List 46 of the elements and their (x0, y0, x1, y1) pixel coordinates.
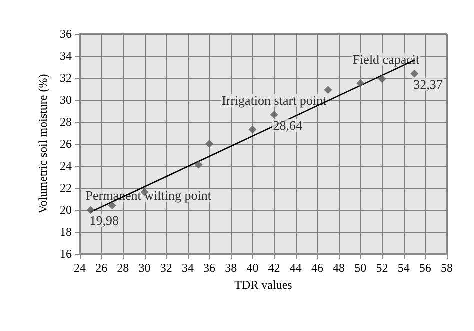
y-tick-label: 24 (60, 159, 72, 173)
x-tick-label: 50 (354, 261, 367, 275)
point (86, 206, 95, 214)
annotation: Field capacit (352, 52, 420, 67)
x-tick-label: 28 (117, 261, 130, 275)
y-tick-label: 22 (60, 181, 72, 195)
x-tick-label: 52 (376, 261, 388, 275)
x-tick-label: 40 (246, 261, 259, 275)
y-tick-label: 16 (60, 247, 72, 261)
point (324, 86, 332, 94)
y-tick-label: 34 (60, 49, 72, 63)
y-tick-label: 32 (60, 71, 72, 85)
x-tick-label: 48 (333, 261, 346, 275)
x-tick-label: 42 (268, 261, 280, 275)
point (194, 160, 203, 169)
y-tick-label: 36 (60, 27, 72, 41)
data-label: 32,37 (414, 76, 444, 92)
x-tick-label: 58 (441, 261, 453, 275)
x-tick-label: 54 (398, 261, 410, 275)
point (248, 126, 257, 134)
data-label: 28,64 (273, 118, 304, 133)
point (378, 75, 386, 84)
x-axis-title: TDR values (234, 278, 293, 292)
annotation: Irrigation start point (222, 92, 328, 108)
y-tick-label: 26 (60, 137, 72, 151)
point (356, 80, 365, 88)
x-tick-label: 46 (311, 261, 324, 275)
data-label: 19,98 (90, 213, 120, 228)
point (206, 140, 214, 148)
x-tick-label: 30 (138, 261, 151, 275)
y-tick-label: 30 (60, 93, 72, 107)
x-tick-label: 24 (74, 261, 86, 275)
x-tick-label: 32 (160, 261, 172, 275)
x-tick-label: 38 (225, 261, 238, 275)
x-tick-label: 36 (204, 261, 216, 275)
x-tick-label: 26 (96, 261, 108, 275)
x-tick-label: 56 (419, 261, 432, 275)
point (270, 110, 278, 119)
y-tick-label: 18 (60, 225, 72, 239)
point (108, 202, 116, 210)
x-tick-label: 34 (182, 261, 194, 275)
x-tick-label: 44 (290, 261, 302, 275)
y-tick-label: 28 (60, 115, 72, 129)
y-axis-title: Volumetric soil moisture (%) (36, 74, 50, 214)
point (410, 70, 419, 78)
y-tick-label: 20 (60, 203, 72, 217)
